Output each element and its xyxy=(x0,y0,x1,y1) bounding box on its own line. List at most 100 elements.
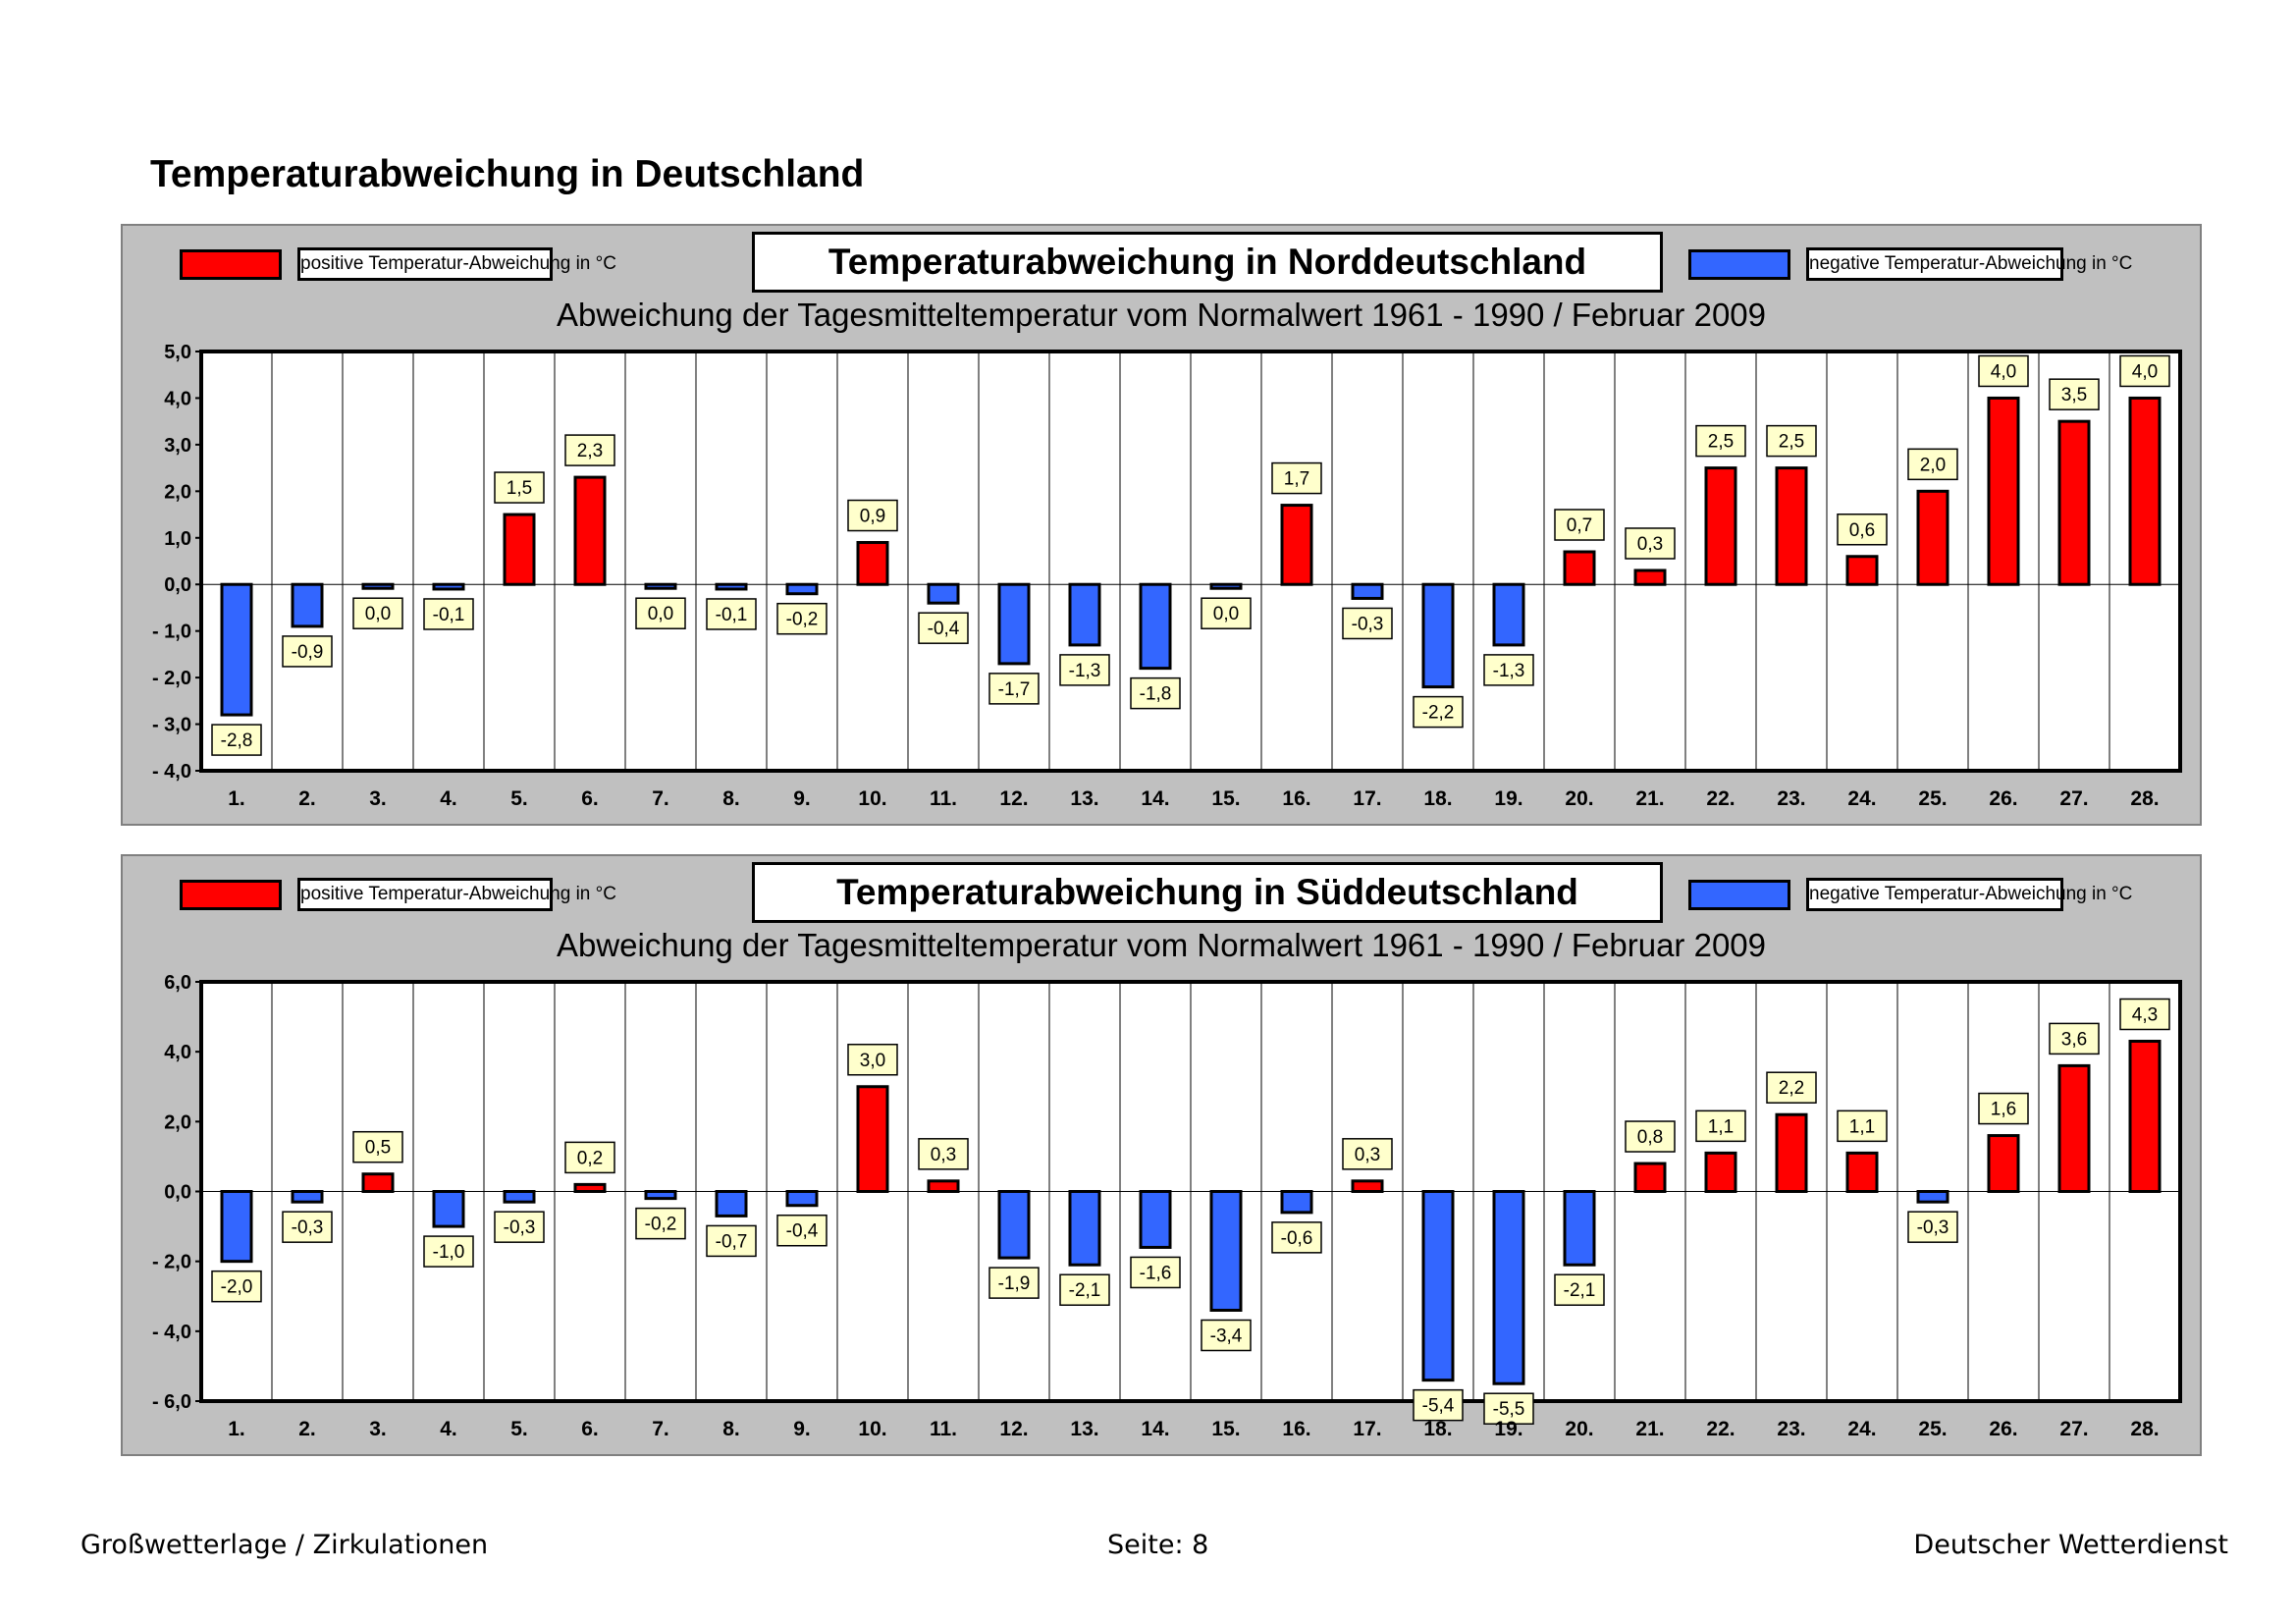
x-tick-label: 19. xyxy=(1494,1418,1522,1440)
bar xyxy=(1633,1162,1667,1193)
x-tick-label: 27. xyxy=(2059,787,2088,810)
y-tick-label: 3,0 xyxy=(164,435,191,457)
data-label-box xyxy=(1907,448,1958,481)
x-tick-label: 2. xyxy=(298,787,316,810)
bar xyxy=(1845,555,1879,586)
x-tick-label: 14. xyxy=(1141,787,1169,810)
bar xyxy=(927,582,960,605)
data-label-box xyxy=(282,1211,333,1243)
bar xyxy=(1421,582,1455,689)
data-label: 1,5 xyxy=(507,478,532,499)
bar xyxy=(644,1190,677,1201)
data-label: 0,9 xyxy=(860,507,885,527)
x-tick-label: 22. xyxy=(1706,1418,1735,1440)
plot-area: 5,0 4,0 3,0 2,0 1,0 0,0 - 1,0 - 2,0 - 3,0 - 4,0 -2… xyxy=(152,342,2182,810)
data-label-box xyxy=(2119,998,2170,1031)
bar xyxy=(573,1182,607,1193)
data-label: 0,0 xyxy=(648,604,673,624)
data-label-box xyxy=(564,434,615,466)
chart-subtitle: Abweichung der Tagesmitteltemperatur vom… xyxy=(556,927,1767,963)
legend-negative-label: negative Temperatur-Abweichung in °C xyxy=(1806,878,2132,911)
data-label-box xyxy=(1695,424,1746,458)
data-label-box xyxy=(352,597,403,629)
data-label-box xyxy=(352,1130,403,1163)
y-tick-label: 2,0 xyxy=(164,481,191,503)
y-tick-label: 6,0 xyxy=(164,972,191,994)
x-tick-label: 28. xyxy=(2130,787,2159,810)
x-tick-label: 4. xyxy=(440,1418,457,1440)
bar xyxy=(927,1179,960,1194)
plot-area: 6,0 4,0 2,0 0,0 - 2,0 - 4,0 - 6,0 -2,0 1. -0,3 2. 0… xyxy=(152,972,2182,1440)
bar xyxy=(1704,466,1737,586)
data-label: 0,7 xyxy=(1567,515,1592,536)
bar xyxy=(1563,1190,1596,1267)
data-label: -0,3 xyxy=(1917,1217,1949,1238)
chart-panel-north: positive Temperatur-Abweichung in °C Tem… xyxy=(121,224,2202,826)
data-label-box xyxy=(706,598,757,630)
data-label-box xyxy=(1201,1319,1252,1352)
data-label-box xyxy=(1837,1109,1888,1143)
x-tick-label: 8. xyxy=(722,787,740,810)
bar xyxy=(432,1190,465,1228)
bar xyxy=(503,513,536,586)
data-label: 1,1 xyxy=(1708,1116,1734,1137)
legend-positive-label: positive Temperatur-Abweichung in °C xyxy=(297,247,616,281)
x-tick-label: 23. xyxy=(1777,787,1805,810)
bar xyxy=(503,1190,536,1204)
data-label: -1,3 xyxy=(1493,661,1525,681)
data-label: -3,4 xyxy=(1210,1325,1243,1346)
footer-center: Seite: 8 xyxy=(1107,1530,1209,1560)
chart-subtitle: Abweichung der Tagesmitteltemperatur vom… xyxy=(556,297,1767,333)
data-label: 2,2 xyxy=(1779,1078,1804,1099)
x-tick-label: 15. xyxy=(1211,1418,1240,1440)
bar xyxy=(1068,1190,1101,1267)
bar xyxy=(1916,1190,1949,1204)
x-tick-label: 12. xyxy=(999,787,1028,810)
data-label: 4,0 xyxy=(2132,361,2158,382)
y-tick-label: - 2,0 xyxy=(152,668,191,689)
bar xyxy=(1209,1190,1243,1312)
y-tick-label: 4,0 xyxy=(164,388,191,409)
bar xyxy=(856,1085,889,1193)
bar xyxy=(1775,466,1808,586)
data-label: 2,5 xyxy=(1708,432,1734,453)
y-tick-label: - 6,0 xyxy=(152,1391,191,1413)
data-label-box xyxy=(1625,527,1676,560)
x-tick-label: 5. xyxy=(510,787,528,810)
data-label: 0,2 xyxy=(577,1148,603,1168)
bar xyxy=(291,582,324,628)
x-tick-label: 3. xyxy=(369,1418,387,1440)
bar xyxy=(715,582,748,591)
data-label-box xyxy=(1059,1273,1110,1306)
data-label-box xyxy=(1130,1256,1181,1289)
bar xyxy=(1916,489,1949,586)
y-tick-label: - 4,0 xyxy=(152,761,191,783)
x-tick-label: 26. xyxy=(1989,1418,2017,1440)
x-tick-label: 1. xyxy=(228,1418,245,1440)
x-tick-label: 6. xyxy=(581,787,599,810)
data-label: -0,2 xyxy=(645,1215,677,1235)
data-label: -0,2 xyxy=(786,610,819,630)
bar xyxy=(997,1190,1031,1260)
x-tick-label: 7. xyxy=(652,787,669,810)
bar xyxy=(220,1190,253,1264)
data-label-box xyxy=(1413,695,1464,729)
x-tick-label: 22. xyxy=(1706,787,1735,810)
x-tick-label: 10. xyxy=(858,1418,886,1440)
y-tick-label: 0,0 xyxy=(164,1182,191,1204)
bar xyxy=(1351,582,1384,600)
data-label-box xyxy=(211,1270,262,1303)
bar xyxy=(2128,396,2162,586)
data-label-box xyxy=(1907,1211,1958,1243)
data-label: -0,1 xyxy=(433,605,465,625)
bar xyxy=(1209,582,1243,590)
data-label-box xyxy=(706,1224,757,1258)
bar xyxy=(1280,504,1313,586)
bar xyxy=(1845,1151,1879,1194)
data-label: -0,4 xyxy=(928,619,960,639)
x-tick-label: 1. xyxy=(228,787,245,810)
data-label-box xyxy=(2049,1022,2100,1055)
x-tick-label: 20. xyxy=(1565,1418,1593,1440)
x-tick-label: 9. xyxy=(793,1418,811,1440)
data-label: -0,3 xyxy=(504,1217,536,1238)
